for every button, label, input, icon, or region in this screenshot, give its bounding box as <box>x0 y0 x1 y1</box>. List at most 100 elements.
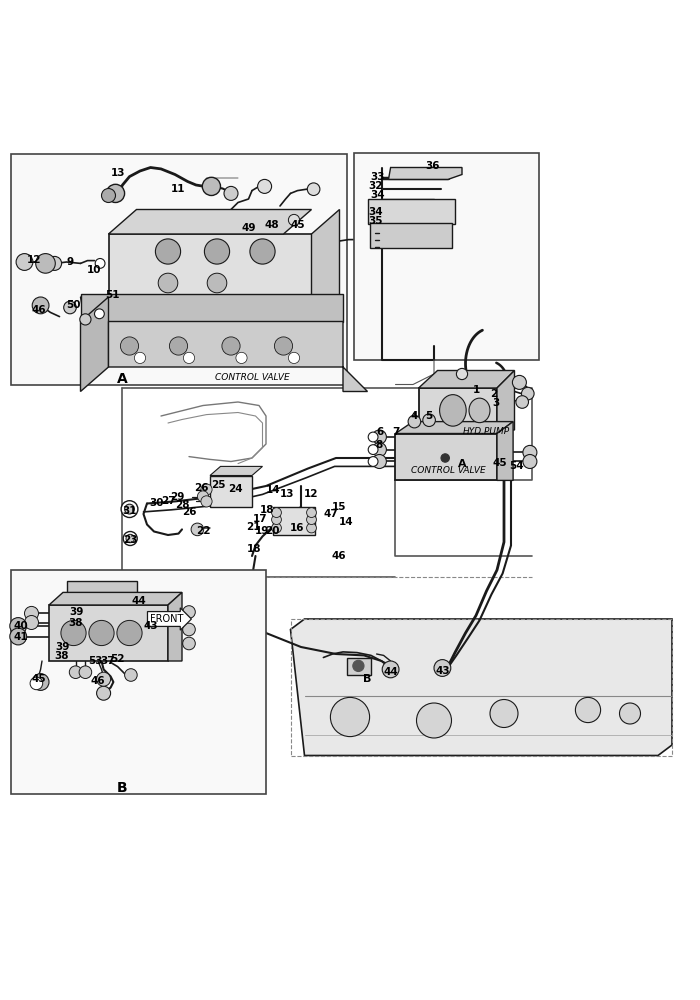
Text: 1: 1 <box>473 385 480 395</box>
Text: 48: 48 <box>265 220 279 230</box>
Circle shape <box>197 491 209 502</box>
Circle shape <box>126 534 134 543</box>
Circle shape <box>94 309 104 319</box>
Circle shape <box>224 186 238 200</box>
Text: 20: 20 <box>265 526 279 536</box>
Text: 38: 38 <box>55 651 69 661</box>
Circle shape <box>80 314 91 325</box>
Circle shape <box>456 368 468 380</box>
Circle shape <box>288 214 300 226</box>
Circle shape <box>372 454 386 468</box>
Text: CONTROL VALVE: CONTROL VALVE <box>215 373 289 382</box>
Polygon shape <box>108 210 312 234</box>
Text: 10: 10 <box>88 265 102 275</box>
Polygon shape <box>49 592 182 605</box>
Text: 25: 25 <box>211 480 225 490</box>
Polygon shape <box>210 466 262 476</box>
Text: 30: 30 <box>150 498 164 508</box>
Text: A: A <box>117 372 128 386</box>
Circle shape <box>117 620 142 646</box>
Text: 5: 5 <box>426 411 433 421</box>
Text: 43: 43 <box>144 621 158 631</box>
Circle shape <box>201 496 212 507</box>
Bar <box>10 570 266 794</box>
Text: 46: 46 <box>32 305 46 315</box>
Circle shape <box>516 396 528 408</box>
Bar <box>210 476 252 507</box>
Circle shape <box>372 443 386 457</box>
Text: 28: 28 <box>175 500 189 510</box>
Polygon shape <box>497 422 513 480</box>
Circle shape <box>169 337 188 355</box>
Circle shape <box>512 375 526 389</box>
Text: FRONT: FRONT <box>150 614 183 624</box>
Circle shape <box>69 666 82 678</box>
Text: 36: 36 <box>426 161 440 171</box>
Circle shape <box>89 620 114 646</box>
Text: 15: 15 <box>332 502 346 512</box>
Circle shape <box>36 254 55 273</box>
Polygon shape <box>419 370 514 388</box>
Text: 24: 24 <box>228 484 242 494</box>
Circle shape <box>48 256 62 270</box>
Circle shape <box>125 504 134 514</box>
Text: 16: 16 <box>290 523 304 533</box>
Text: 46: 46 <box>332 551 346 561</box>
Polygon shape <box>108 322 368 391</box>
Circle shape <box>382 661 399 678</box>
Circle shape <box>125 669 137 681</box>
Circle shape <box>121 501 138 518</box>
Circle shape <box>490 700 518 728</box>
Circle shape <box>155 239 181 264</box>
Text: 49: 49 <box>241 223 255 233</box>
Circle shape <box>10 618 27 634</box>
Polygon shape <box>168 592 182 661</box>
Text: 45: 45 <box>32 674 46 684</box>
Text: B: B <box>363 674 371 684</box>
Circle shape <box>353 660 364 672</box>
Text: 43: 43 <box>435 666 449 676</box>
Circle shape <box>97 686 111 700</box>
Circle shape <box>575 697 601 723</box>
Text: 39: 39 <box>56 642 70 652</box>
Circle shape <box>274 337 293 355</box>
Circle shape <box>30 677 43 690</box>
Text: 40: 40 <box>14 621 28 631</box>
Circle shape <box>134 352 146 363</box>
Circle shape <box>158 273 178 293</box>
Circle shape <box>202 177 220 196</box>
Circle shape <box>408 415 421 428</box>
Circle shape <box>416 703 452 738</box>
Circle shape <box>79 666 92 678</box>
Circle shape <box>191 523 204 536</box>
Polygon shape <box>290 619 672 756</box>
Circle shape <box>423 414 435 426</box>
Circle shape <box>183 352 195 363</box>
Circle shape <box>204 239 230 264</box>
Text: 2: 2 <box>490 389 497 399</box>
Text: 44: 44 <box>131 596 146 606</box>
Text: 47: 47 <box>323 509 338 519</box>
Circle shape <box>32 674 49 690</box>
Text: 39: 39 <box>70 607 84 617</box>
Text: 44: 44 <box>383 667 398 677</box>
Circle shape <box>272 508 281 518</box>
Text: 14: 14 <box>266 485 280 495</box>
Circle shape <box>32 297 49 314</box>
Circle shape <box>207 273 227 293</box>
Text: 18: 18 <box>247 544 261 554</box>
Text: 14: 14 <box>339 517 353 527</box>
Circle shape <box>368 457 378 466</box>
Circle shape <box>10 628 27 645</box>
Text: 41: 41 <box>14 632 28 642</box>
Bar <box>370 224 452 248</box>
Circle shape <box>102 188 116 202</box>
Circle shape <box>183 606 195 618</box>
Text: 11: 11 <box>172 184 186 194</box>
Text: 12: 12 <box>27 255 41 265</box>
Text: 46: 46 <box>91 676 105 686</box>
Circle shape <box>183 623 195 636</box>
Circle shape <box>522 387 534 400</box>
Text: 38: 38 <box>69 617 83 628</box>
Circle shape <box>330 697 370 737</box>
